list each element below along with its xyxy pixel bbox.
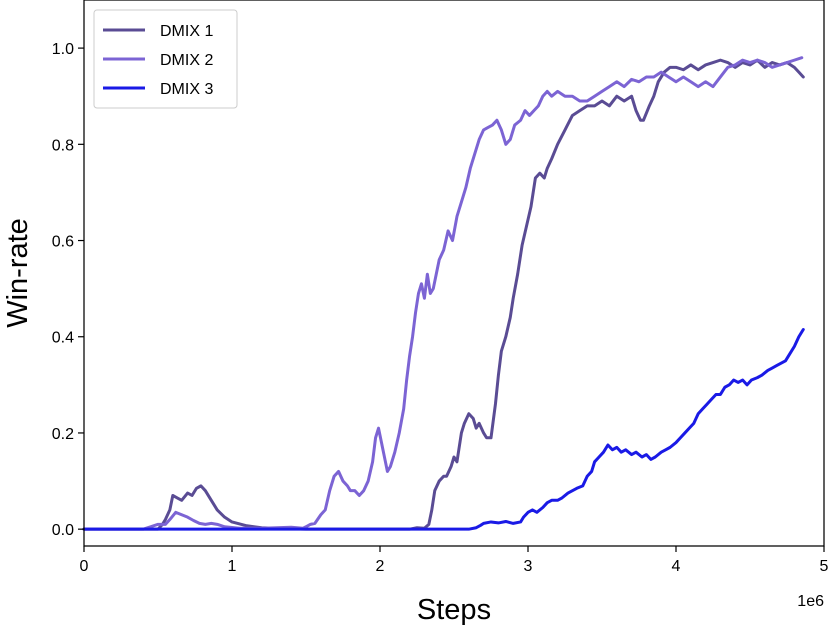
y-tick-label: 0.4	[52, 330, 74, 347]
legend-label-dmix-3: DMIX 3	[160, 81, 213, 98]
series-line-dmix-3	[82, 328, 805, 531]
y-tick-label: 0.2	[52, 426, 74, 443]
x-tick-label: 0	[80, 558, 89, 575]
series-line-dmix-2	[82, 56, 804, 531]
x-tick-label: 3	[524, 558, 533, 575]
x-axis-title: Steps	[417, 594, 491, 626]
x-tick-label: 5	[820, 558, 829, 575]
legend-label-dmix-1: DMIX 1	[160, 23, 213, 40]
y-tick-label: 0.8	[52, 137, 74, 154]
legend-box	[93, 9, 238, 109]
y-axis-title: Win-rate	[2, 218, 34, 328]
y-tick-label: 0.6	[52, 234, 74, 251]
plot-frame	[83, 0, 825, 547]
x-tick-label: 2	[376, 558, 385, 575]
x-tick-label: 1	[228, 558, 237, 575]
series-line-dmix-1	[82, 58, 805, 531]
x-tick-label: 4	[672, 558, 681, 575]
y-tick-label: 0.0	[52, 522, 74, 539]
y-axis-ticks: 0.0 0.2 0.4 0.6 0.8 1.0	[52, 41, 84, 539]
series-layer	[82, 56, 805, 531]
x-axis-offset-label: 1e6	[797, 593, 824, 610]
x-axis-ticks: 0 1 2 3 4 5	[80, 546, 829, 575]
legend-label-dmix-2: DMIX 2	[160, 52, 213, 69]
legend-items: DMIX 1 DMIX 2 DMIX 3	[103, 23, 213, 98]
y-tick-label: 1.0	[52, 41, 74, 58]
legend: DMIX 1 DMIX 2 DMIX 3	[93, 9, 238, 109]
